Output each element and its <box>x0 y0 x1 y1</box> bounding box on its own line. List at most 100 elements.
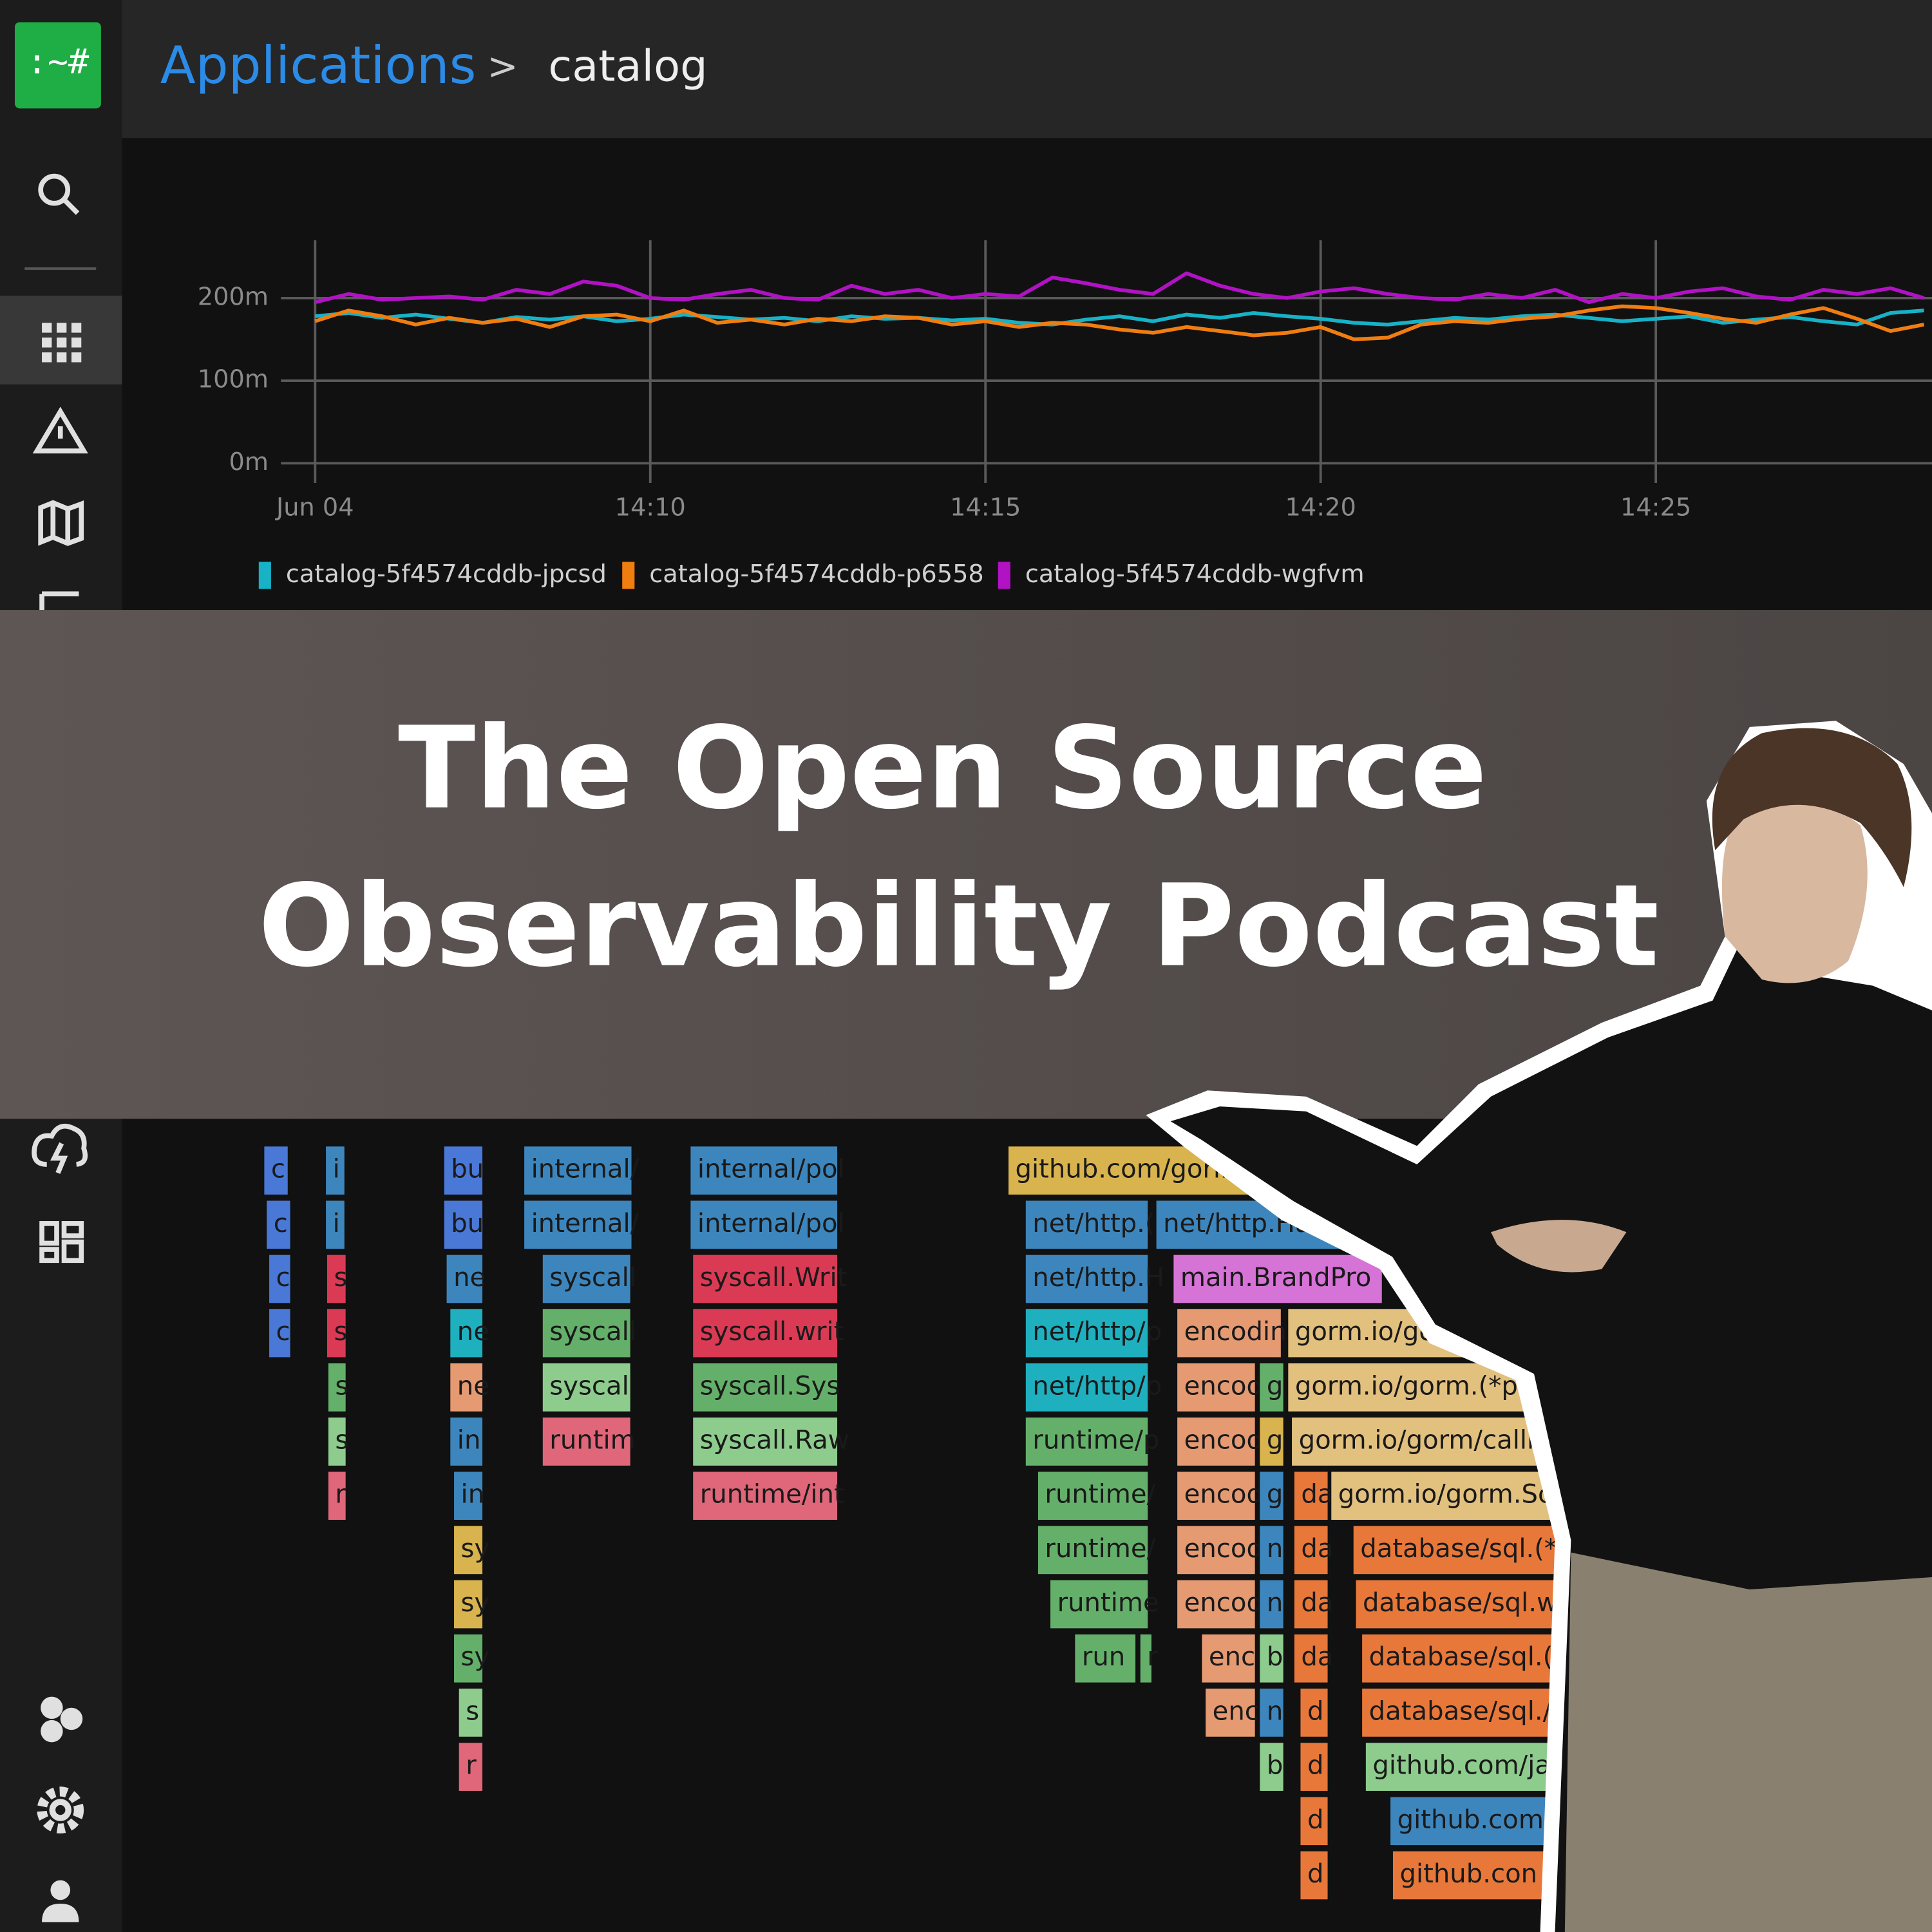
flame-frame <box>1293 1470 1329 1521</box>
flame-frame <box>1293 1578 1329 1630</box>
banner-title: Observability Podcast <box>258 860 1659 992</box>
x-tick-label: 14:25 <box>1620 493 1691 522</box>
settings-icon[interactable] <box>37 1786 84 1833</box>
flame-frame <box>453 1470 484 1521</box>
flame-frame <box>692 1362 838 1413</box>
logo[interactable] <box>14 22 101 109</box>
flame-frame <box>689 1199 838 1251</box>
flame-frame-label: ne <box>457 1317 489 1347</box>
list-icon[interactable] <box>39 591 79 611</box>
flame-frame-label: n <box>1267 1696 1283 1726</box>
flame-frame-label: runtime <box>1057 1588 1159 1618</box>
flame-frame-label: s <box>335 1371 348 1401</box>
flame-frame-label: ne <box>453 1263 486 1293</box>
flame-frame <box>1037 1470 1150 1521</box>
flame-frame-label: github.con <box>1399 1859 1537 1889</box>
flame-frame <box>1024 1416 1150 1467</box>
flame-frame-label: gorm.io/gorm/callba <box>1299 1426 1560 1455</box>
flame-frame <box>1293 1524 1329 1576</box>
flame-frame <box>1024 1307 1150 1359</box>
flame-frame <box>325 1199 346 1251</box>
flame-frame-label: syscall.Raw <box>700 1426 849 1455</box>
flame-frame-label: net/http/p <box>1032 1317 1162 1347</box>
flame-frame <box>268 1307 292 1359</box>
y-tick-label: 200m <box>198 282 269 311</box>
flame-frame-label: sy <box>461 1642 490 1672</box>
flame-frame <box>1299 1741 1329 1792</box>
search-icon[interactable] <box>38 173 80 215</box>
flame-frame-label: syscall.writ <box>700 1317 844 1347</box>
flame-frame-label: da <box>1301 1534 1333 1564</box>
flame-frame <box>1354 1578 1591 1630</box>
flame-frame-label: d <box>1307 1751 1324 1781</box>
flame-frame <box>453 1633 484 1684</box>
flame-frame <box>1258 1416 1285 1467</box>
flame-frame-label: r <box>1147 1642 1158 1672</box>
user-icon[interactable] <box>42 1880 79 1922</box>
flame-frame-label: runtime/p <box>1032 1426 1159 1455</box>
alerts-icon[interactable] <box>32 406 88 454</box>
x-tick-label: 14:15 <box>950 493 1021 522</box>
flame-frame-label: g <box>1267 1426 1283 1455</box>
flame-frame-label: encod <box>1184 1426 1263 1455</box>
banner-title: The Open Source <box>398 703 1487 835</box>
flame-frame-label: d <box>1307 1805 1324 1835</box>
flame-frame <box>1293 1633 1329 1684</box>
flame-frame <box>1258 1687 1285 1738</box>
flame-frame <box>442 1199 484 1251</box>
flame-frame <box>523 1145 633 1196</box>
series-line <box>314 271 1925 305</box>
flame-frame-label: runtime/ <box>1045 1534 1155 1564</box>
flame-frame <box>445 1253 484 1305</box>
flame-frame <box>1258 1362 1285 1413</box>
flame-frame-label: internal/pol <box>697 1155 845 1184</box>
breadcrumb-current: catalog <box>548 41 707 91</box>
flame-frame-label: b <box>1267 1751 1283 1781</box>
flame-frame <box>1176 1578 1256 1630</box>
flame-frame <box>327 1416 347 1467</box>
flame-frame-label: database/sql.(* <box>1369 1642 1566 1672</box>
flame-frame <box>1258 1470 1285 1521</box>
flame-frame-label: s <box>335 1426 348 1455</box>
flame-frame <box>449 1416 484 1467</box>
flame-frame-label: s <box>334 1263 347 1293</box>
flame-frame-label: runtime/int <box>700 1480 844 1510</box>
flame-frame <box>1172 1253 1383 1305</box>
flame-frame-label: net/http.H <box>1032 1263 1164 1293</box>
cloud-icon[interactable] <box>32 1123 88 1174</box>
flame-frame <box>1299 1850 1329 1901</box>
flame-frame <box>1074 1633 1137 1684</box>
flame-frame-label: net/http/p <box>1032 1371 1162 1401</box>
apps-icon[interactable] <box>42 323 82 363</box>
flame-frame <box>692 1253 838 1305</box>
dashboard-icon[interactable] <box>39 1221 84 1264</box>
flame-frame <box>457 1741 484 1792</box>
flame-frame-label: sy <box>461 1588 490 1618</box>
map-icon[interactable] <box>38 500 84 546</box>
flame-frame-label: syscall <box>549 1317 636 1347</box>
flame-frame <box>326 1307 347 1359</box>
flame-frame-label: d <box>1307 1859 1324 1889</box>
flame-frame <box>692 1470 838 1521</box>
flame-frame <box>442 1145 484 1196</box>
flame-frame-label: r <box>335 1480 346 1510</box>
flame-frame-label: in <box>457 1426 481 1455</box>
flame-frame <box>263 1145 289 1196</box>
flame-frame-label: encod <box>1184 1588 1263 1618</box>
flame-frame <box>541 1362 632 1413</box>
flame-frame-label: c <box>276 1317 290 1347</box>
flame-frame <box>1258 1633 1285 1684</box>
flame-frame <box>692 1307 838 1359</box>
breadcrumb-link[interactable]: Applications <box>160 35 477 95</box>
flame-frame <box>457 1687 484 1738</box>
flame-frame <box>326 1253 347 1305</box>
flame-frame-label: s <box>466 1696 479 1726</box>
flame-frame-label: r <box>466 1751 477 1781</box>
integrations-icon[interactable] <box>41 1696 83 1743</box>
legend-label: catalog-5f4574cddb-wgfvm <box>1025 560 1365 589</box>
flame-frame <box>1176 1362 1256 1413</box>
x-tick-label: 14:20 <box>1285 493 1356 522</box>
flame-frame <box>689 1145 838 1196</box>
flame-frame-label: run <box>1082 1642 1125 1672</box>
